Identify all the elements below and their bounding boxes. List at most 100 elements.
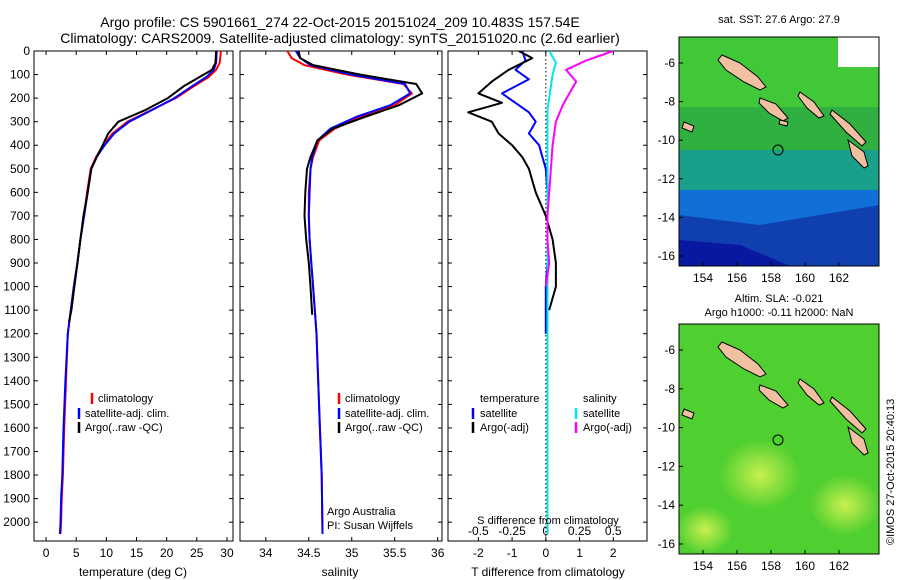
longitude-tick-label: 162 bbox=[829, 559, 849, 573]
depth-tick-label: 1500 bbox=[3, 397, 30, 411]
longitude-tick-label: 158 bbox=[761, 559, 781, 573]
land-masses bbox=[681, 54, 869, 169]
s-diff-tick-label: 0.5 bbox=[605, 524, 622, 538]
depth-tick-label: 1800 bbox=[3, 468, 30, 482]
sla-high-anomaly bbox=[810, 475, 879, 535]
salinity-panel-frame bbox=[239, 50, 443, 542]
depth-tick-label: 600 bbox=[10, 185, 30, 199]
legend-label-t-argo: Argo(-adj) bbox=[480, 422, 529, 434]
depth-tick-label: 1200 bbox=[3, 327, 30, 341]
sla-map: Altim. SLA: -0.021 Argo h1000: -0.11 h20… bbox=[658, 293, 880, 573]
s-diff-tick-label: -0.5 bbox=[468, 524, 489, 538]
satellite-line bbox=[295, 51, 412, 534]
sst-longitude-ticks: 154 156 158 160 162 bbox=[693, 262, 849, 285]
depth-tick-label: 300 bbox=[10, 115, 30, 129]
longitude-tick-label: 156 bbox=[727, 271, 747, 285]
salinity-panel: 34 34.5 35 35.5 36 salinity climatology sate… bbox=[239, 50, 445, 579]
argo-line bbox=[68, 51, 218, 323]
latitude-tick-label: -8 bbox=[664, 95, 675, 109]
latitude-tick-label: -14 bbox=[658, 210, 676, 224]
t-difference-axis-label: T difference from climatology bbox=[471, 565, 625, 579]
argo-line bbox=[297, 51, 424, 315]
x-tick-label: 25 bbox=[190, 546, 204, 560]
latitude-tick-label: -10 bbox=[658, 421, 676, 435]
x-tick-label: 34.5 bbox=[297, 546, 321, 560]
depth-tick-label: 700 bbox=[10, 209, 30, 223]
x-tick-label: 15 bbox=[130, 546, 144, 560]
temperature-axis-ticks: 0 5 10 15 20 25 30 bbox=[43, 51, 234, 560]
salinity-legend: climatology satellite-adj. clim. Argo(..… bbox=[337, 393, 429, 434]
temperature-axis-label: temperature (deg C) bbox=[79, 565, 187, 579]
legend-title-temperature: temperature bbox=[480, 393, 539, 405]
temperature-panel-frame bbox=[33, 50, 234, 542]
sst-map-frame bbox=[678, 36, 880, 267]
depth-tick-label: 200 bbox=[10, 91, 30, 105]
latitude-tick-label: -6 bbox=[664, 56, 675, 70]
x-tick-label: -1 bbox=[507, 546, 518, 560]
depth-tick-label: 800 bbox=[10, 232, 30, 246]
x-tick-label: 36 bbox=[431, 546, 445, 560]
temperature-argo-line bbox=[467, 51, 557, 311]
legend-label-argo: Argo(..raw -QC) bbox=[345, 422, 423, 434]
legend-label-climatology: climatology bbox=[345, 393, 401, 405]
depth-tick-label: 1900 bbox=[3, 492, 30, 506]
longitude-tick-label: 162 bbox=[829, 271, 849, 285]
s-difference-axis-label: S difference from climatology bbox=[477, 515, 619, 527]
latitude-tick-label: -6 bbox=[664, 343, 675, 357]
salinity-satellite-line bbox=[546, 51, 557, 534]
sla-high-anomaly bbox=[679, 506, 733, 554]
latitude-tick-label: -16 bbox=[658, 249, 676, 263]
sla-map-title-line-1: Altim. SLA: -0.021 bbox=[735, 293, 824, 305]
depth-tick-label: 500 bbox=[10, 162, 30, 176]
legend-label-s-argo: Argo(-adj) bbox=[583, 422, 632, 434]
salinity-panel-depth-ticks bbox=[240, 50, 442, 523]
sst-missing-data bbox=[838, 37, 879, 67]
legend-label-t-satellite: satellite bbox=[480, 408, 517, 420]
argo-float-location bbox=[772, 144, 784, 156]
x-tick-label: -2 bbox=[473, 546, 484, 560]
legend-label-satellite: satellite-adj. clim. bbox=[85, 408, 169, 420]
x-tick-label: 35.5 bbox=[383, 546, 407, 560]
depth-tick-label: 900 bbox=[10, 256, 30, 270]
x-tick-label: 5 bbox=[73, 546, 80, 560]
longitude-tick-label: 156 bbox=[727, 559, 747, 573]
x-tick-label: 34 bbox=[259, 546, 273, 560]
x-tick-label: 0 bbox=[542, 546, 549, 560]
x-tick-label: 1 bbox=[576, 546, 583, 560]
sla-longitude-ticks: 154 156 158 160 162 bbox=[693, 550, 849, 573]
legend-label-satellite: satellite-adj. clim. bbox=[345, 408, 429, 420]
depth-tick-label: 100 bbox=[10, 68, 30, 82]
latitude-tick-label: -14 bbox=[658, 498, 676, 512]
depth-tick-label: 400 bbox=[10, 138, 30, 152]
salinity-series bbox=[286, 51, 424, 534]
sla-high-anomaly bbox=[720, 440, 800, 510]
legend-label-s-satellite: satellite bbox=[583, 408, 620, 420]
depth-axis-ticks: 0 100 200 300 400 500 600 700 800 900 1000 1100 1200… bbox=[3, 44, 233, 529]
pi-label: PI: Susan Wijffels bbox=[327, 520, 413, 532]
imos-credit: ©IMOS 27-Oct-2015 20:40:13 bbox=[885, 399, 897, 545]
longitude-tick-label: 154 bbox=[693, 271, 713, 285]
latitude-tick-label: -12 bbox=[658, 459, 676, 473]
institution-label: Argo Australia bbox=[327, 506, 396, 518]
x-tick-label: 20 bbox=[160, 546, 174, 560]
depth-tick-label: 1000 bbox=[3, 280, 30, 294]
figure-title-line-1: Argo profile: CS 5901661_274 22-Oct-2015… bbox=[100, 14, 580, 30]
x-tick-label: 10 bbox=[100, 546, 114, 560]
legend-label-argo: Argo(..raw -QC) bbox=[85, 422, 163, 434]
depth-tick-label: 1400 bbox=[3, 374, 30, 388]
x-tick-label: 0 bbox=[43, 546, 50, 560]
depth-tick-label: 1300 bbox=[3, 350, 30, 364]
difference-panel-depth-ticks bbox=[448, 50, 647, 523]
legend-title-salinity: salinity bbox=[583, 393, 617, 405]
longitude-tick-label: 154 bbox=[693, 559, 713, 573]
land-masses bbox=[681, 341, 869, 456]
longitude-tick-label: 160 bbox=[795, 271, 815, 285]
latitude-tick-label: -16 bbox=[658, 537, 676, 551]
s-diff-tick-label: 0.25 bbox=[568, 524, 592, 538]
latitude-tick-label: -8 bbox=[664, 382, 675, 396]
temperature-series bbox=[58, 51, 222, 534]
temperature-legend: climatology satellite-adj. clim. Argo(..… bbox=[77, 393, 169, 434]
sla-map-title-line-2: Argo h1000: -0.11 h2000: NaN bbox=[704, 307, 853, 319]
